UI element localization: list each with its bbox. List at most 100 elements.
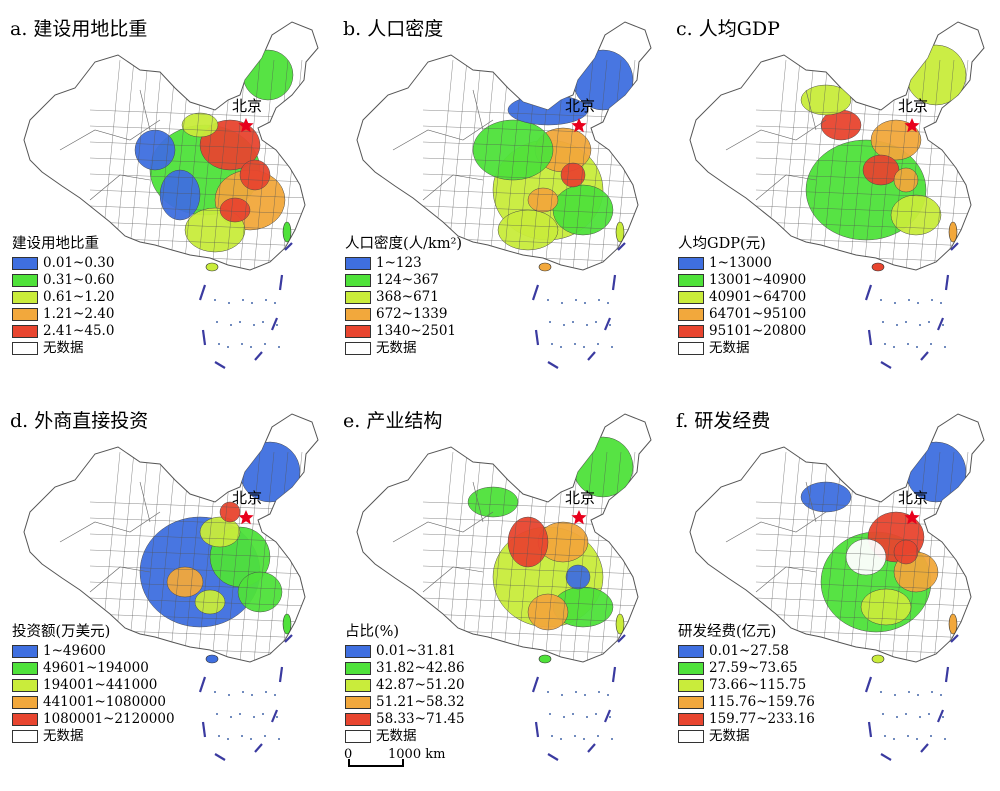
legend-swatch xyxy=(345,274,371,287)
legend-swatch xyxy=(345,730,371,743)
map-panel-b: 北京 b. 人口密度 人口密度(人/km²) 1~123 124~367 368~671 6… xyxy=(333,0,666,392)
boundary-dash xyxy=(936,317,945,331)
legend-title: 研发经费(亿元) xyxy=(678,624,777,640)
legend-item: 无数据 xyxy=(678,340,806,357)
island-dot xyxy=(916,738,918,740)
island-dot xyxy=(884,735,886,737)
legend-item: 0.61~1.20 xyxy=(12,289,114,306)
boundary-dash xyxy=(587,743,596,753)
island-dot xyxy=(586,716,588,718)
island-dot xyxy=(896,716,898,718)
map-panel-c: 北京 c. 人均GDP 人均GDP(元) 1~13000 13001~40900 4090… xyxy=(666,0,999,392)
hainan-island xyxy=(871,654,885,664)
island-dot xyxy=(265,299,267,301)
island-dot xyxy=(597,735,599,737)
island-dot xyxy=(214,299,216,301)
legend-item: 0.01~0.30 xyxy=(12,255,114,272)
island-dot xyxy=(241,735,243,737)
panel-title: f. 研发经费 xyxy=(676,410,771,432)
boundary-dash xyxy=(936,709,945,723)
capital-star-icon xyxy=(904,510,920,525)
legend-label: 159.77~233.16 xyxy=(709,711,815,727)
legend-item: 2.41~45.0 xyxy=(12,323,114,340)
island-dot xyxy=(907,735,909,737)
legend-label: 672~1339 xyxy=(376,306,448,322)
island-dot xyxy=(278,738,280,740)
boundary-dash xyxy=(201,329,207,346)
boundary-dash xyxy=(617,634,626,643)
region-fill xyxy=(800,84,852,116)
island-dot xyxy=(239,713,241,715)
scale-start-label: 0 xyxy=(344,747,353,762)
china-map xyxy=(356,21,652,369)
scale-tick xyxy=(402,759,404,767)
boundary-dash xyxy=(864,284,873,301)
legend-item: 1~13000 xyxy=(678,255,806,272)
boundary-dash xyxy=(603,317,612,331)
boundary-dash xyxy=(534,721,540,738)
legend-swatch xyxy=(345,696,371,709)
legend-label: 58.33~71.45 xyxy=(376,711,465,727)
legend-item: 73.66~115.75 xyxy=(678,677,815,694)
legend-label: 49601~194000 xyxy=(43,660,149,676)
boundary-dash xyxy=(284,634,293,643)
boundary-dash xyxy=(950,242,959,251)
legend-swatch xyxy=(12,730,38,743)
region-fill xyxy=(860,588,912,626)
hainan-island xyxy=(871,262,885,272)
legend-item: 42.87~51.20 xyxy=(345,677,465,694)
region-fill xyxy=(159,169,201,221)
island-dot xyxy=(218,735,220,737)
legend: 占比(%) 0.01~31.81 31.82~42.86 42.87~51.20 51.… xyxy=(345,624,465,745)
island-dot xyxy=(896,324,898,326)
region-fill xyxy=(527,187,559,213)
legend-title: 人均GDP(元) xyxy=(678,236,766,252)
island-dot xyxy=(942,324,944,326)
china-map xyxy=(689,21,985,369)
scale-end-label: 1000 km xyxy=(388,747,446,762)
island-dot xyxy=(265,691,267,693)
legend-swatch xyxy=(345,308,371,321)
taiwan-island xyxy=(282,613,292,635)
legend-item: 0.01~27.58 xyxy=(678,643,815,660)
legend-label: 无数据 xyxy=(709,340,750,356)
capital-label: 北京 xyxy=(565,97,596,115)
region-fill xyxy=(134,129,176,171)
legend-label: 0.01~31.81 xyxy=(376,643,457,659)
island-dot xyxy=(894,302,896,304)
island-dot xyxy=(584,694,586,696)
legend-label: 1~49600 xyxy=(43,643,106,659)
boundary-dash xyxy=(920,351,929,361)
legend-swatch xyxy=(12,679,38,692)
boundary-dash xyxy=(867,721,873,738)
legend-item: 51.21~58.32 xyxy=(345,694,465,711)
island-dot xyxy=(547,691,549,693)
region-fill xyxy=(242,49,294,101)
island-dot xyxy=(609,324,611,326)
island-dot xyxy=(216,321,218,323)
legend-label: 124~367 xyxy=(376,272,439,288)
island-dot xyxy=(253,716,255,718)
legend-item: 无数据 xyxy=(12,340,114,357)
legend-label: 115.76~159.76 xyxy=(709,694,815,710)
legend-item: 95101~20800 xyxy=(678,323,806,340)
island-dot xyxy=(611,738,613,740)
island-dot xyxy=(574,343,576,345)
taiwan-island xyxy=(282,221,292,243)
legend-title: 人口密度(人/km²) xyxy=(345,236,463,252)
island-dot xyxy=(551,343,553,345)
legend-label: 0.01~0.30 xyxy=(43,255,115,271)
boundary-dash xyxy=(284,242,293,251)
boundary-dash xyxy=(214,361,226,369)
island-dot xyxy=(575,299,577,301)
panel-title: a. 建设用地比重 xyxy=(10,18,148,40)
island-dot xyxy=(228,694,230,696)
island-dot xyxy=(563,324,565,326)
region-fill xyxy=(862,154,900,186)
island-dot xyxy=(893,738,895,740)
island-dot xyxy=(930,735,932,737)
panel-title: b. 人口密度 xyxy=(343,18,444,40)
map-panel-d: 北京 d. 外商直接投资 投资额(万美元) 1~49600 49601~194000 19… xyxy=(0,392,333,784)
legend-label: 0.31~0.60 xyxy=(43,272,115,288)
island-dot xyxy=(274,694,276,696)
